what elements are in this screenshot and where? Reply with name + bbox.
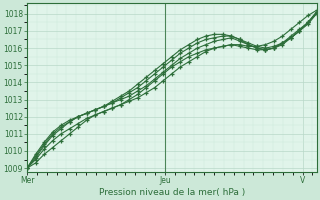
X-axis label: Pression niveau de la mer( hPa ): Pression niveau de la mer( hPa ) xyxy=(99,188,245,197)
